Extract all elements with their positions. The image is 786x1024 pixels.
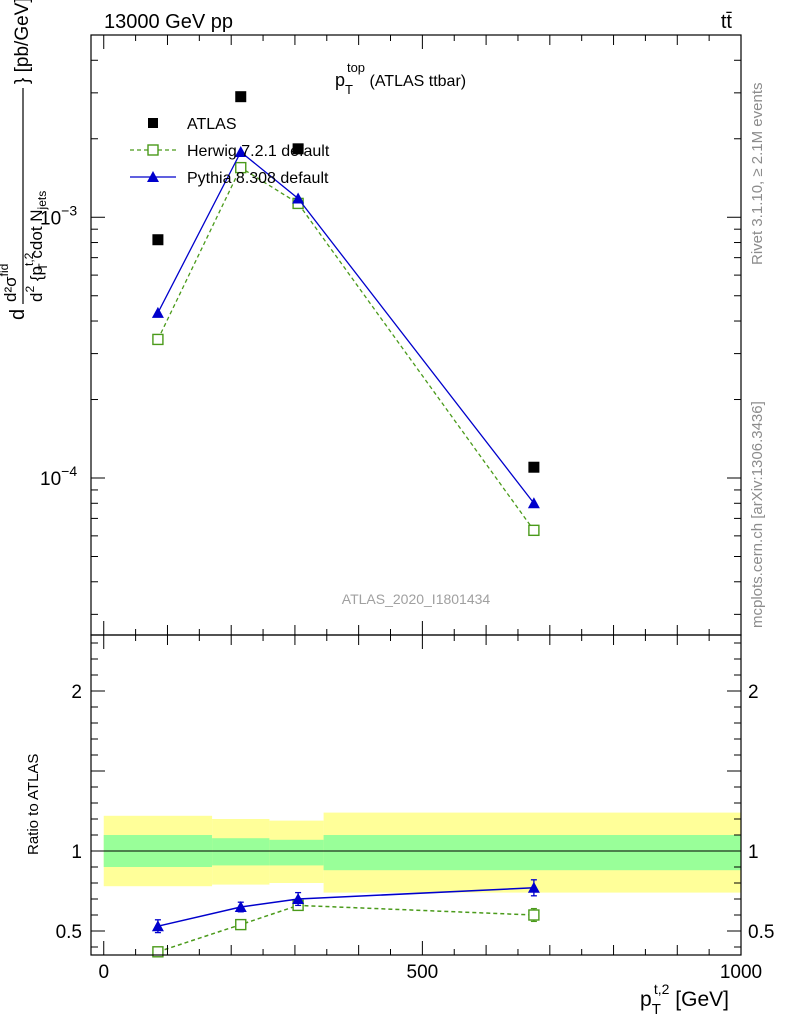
header-energy: 13000 GeV pp: [104, 11, 233, 33]
main-title: pTtop (ATLAS ttbar): [335, 60, 466, 97]
legend-label-atlas: ATLAS: [187, 116, 237, 133]
main-series-layer: [151, 91, 540, 537]
main-point-herwig: [152, 333, 164, 346]
ratio-ytick-label-left: 1: [71, 842, 82, 863]
ratio-band-green: [212, 838, 270, 866]
main-point-herwig: [528, 524, 540, 537]
legend: ATLAS Herwig 7.2.1 default Pythia 8.308 …: [130, 116, 330, 187]
analysis-watermark: ATLAS_2020_I1801434: [342, 591, 491, 607]
ratio-panel: 0.5 0.5 1 1 2 2 0 500 1000 Ratio to ATLAS pTt,2 …: [25, 634, 774, 1018]
ylabel-numerator: d²σfid: [0, 264, 20, 302]
ratio-band-green: [323, 835, 741, 871]
main-ytick-label: 10−3: [40, 202, 77, 229]
ylabel-denominator: d2 {pt,2T cdot Njets: [22, 191, 50, 302]
ratio-xtick-label: 0: [98, 962, 109, 983]
rivet-label: Rivet 3.1.10, ≥ 2.1M events: [749, 83, 766, 266]
ratio-point-pythia: [292, 893, 305, 904]
ratio-point-herwig: [152, 946, 164, 958]
ratio-ytick-label-right: 0.5: [748, 922, 774, 943]
ratio-ytick-label-left: 0.5: [56, 922, 82, 943]
ratio-point-pythia: [151, 920, 164, 932]
main-series-line: [157, 166, 535, 531]
main-point-atlas: [235, 91, 247, 103]
xlabel: pTt,2 [GeV]: [640, 981, 729, 1018]
legend-marker-pythia: [147, 171, 159, 182]
ratio-ytick-label-left: 2: [71, 682, 82, 703]
main-ylabel: d d²σfid d2 {pt,2T cdot Njets } [pb/GeV]: [0, 0, 50, 320]
main-point-atlas: [292, 143, 304, 155]
main-point-atlas: [528, 461, 540, 473]
ylabel-units: } [pb/GeV]: [12, 0, 33, 84]
main-ytick-label: 10−4: [40, 463, 77, 490]
ratio-ylabel: Ratio to ATLAS: [25, 754, 42, 855]
ylabel-d: d: [7, 309, 29, 320]
ratio-point-herwig: [528, 909, 540, 921]
main-panel: 10−210−310−4 pTtop (ATLAS ttbar) ATLAS H…: [0, 0, 742, 636]
legend-label-pythia: Pythia 8.308 default: [187, 170, 329, 187]
main-point-pythia: [234, 145, 247, 157]
main-point-pythia: [292, 192, 305, 204]
main-series-line: [157, 150, 535, 504]
ratio-series-line: [157, 887, 534, 927]
header-process: tt̄: [721, 11, 733, 33]
ratio-axis-ticks: 0.5 0.5 1 1 2 2 0 500 1000: [56, 635, 774, 983]
main-point-pythia: [527, 497, 540, 509]
ratio-ytick-label-right: 2: [748, 682, 759, 703]
ratio-point-pythia: [234, 901, 247, 912]
main-point-pythia: [151, 306, 164, 318]
main-point-atlas: [152, 234, 164, 246]
ratio-series-line: [157, 904, 534, 953]
legend-marker-atlas: [148, 118, 158, 128]
ratio-xtick-label: 1000: [720, 962, 762, 983]
main-point-herwig: [235, 161, 247, 174]
legend-label-herwig: Herwig 7.2.1 default: [187, 143, 330, 160]
ratio-point-herwig: [235, 918, 247, 931]
ratio-point-pythia: [527, 881, 540, 893]
ratio-series-layer: [151, 879, 540, 958]
ratio-ytick-label-right: 1: [748, 842, 759, 863]
ratio-xtick-label: 500: [407, 962, 439, 983]
ratio-frame: [90, 634, 742, 956]
mcplots-label: mcplots.cern.ch [arXiv:1306.3436]: [749, 401, 766, 628]
ratio-band-green: [269, 839, 324, 866]
legend-marker-herwig: [147, 144, 159, 156]
ratio-bands-layer: [103, 812, 741, 893]
